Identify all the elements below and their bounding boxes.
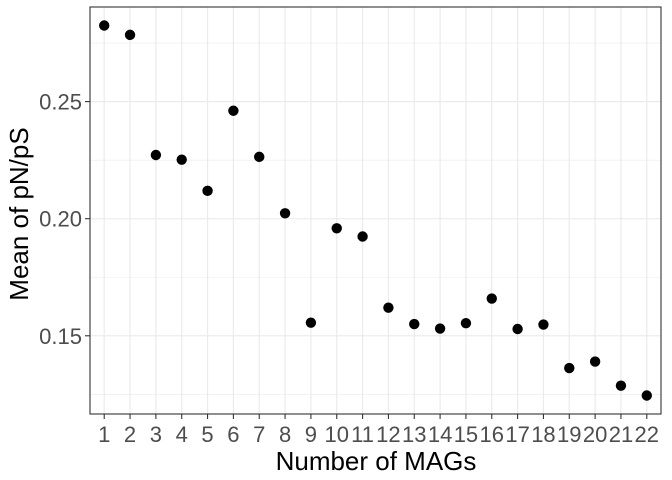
data-point — [202, 185, 213, 197]
data-point — [641, 390, 652, 401]
x-tick-label: 17 — [505, 422, 529, 447]
x-tick-label: 9 — [305, 422, 317, 447]
data-point — [589, 356, 601, 367]
x-tick-label: 2 — [124, 422, 136, 447]
x-tick-label: 3 — [150, 422, 162, 447]
data-points — [99, 20, 652, 401]
data-point — [228, 105, 239, 116]
x-tick-label: 6 — [227, 422, 239, 447]
x-tick-label: 15 — [454, 422, 478, 447]
x-tick-label: 13 — [402, 422, 426, 447]
y-tick-label: 0.25 — [39, 90, 82, 115]
data-point — [564, 362, 575, 374]
major-gridlines — [90, 7, 661, 414]
x-tick-label: 11 — [351, 422, 374, 447]
data-point — [176, 154, 187, 165]
x-tick-label: 12 — [376, 422, 400, 447]
x-tick-label: 5 — [201, 422, 213, 447]
y-axis-ticks: 0.15 0.20 0.25 — [39, 90, 90, 349]
data-point — [460, 317, 472, 329]
y-axis-title: Mean of pN/pS — [4, 127, 34, 300]
data-point — [331, 223, 342, 234]
data-point — [254, 151, 265, 163]
data-point — [383, 302, 394, 313]
x-tick-label: 4 — [176, 422, 188, 447]
data-point — [486, 293, 497, 304]
x-tick-label: 16 — [480, 422, 504, 447]
data-point — [150, 149, 162, 161]
data-point — [99, 20, 110, 31]
x-tick-label: 10 — [325, 422, 349, 447]
x-tick-label: 14 — [428, 422, 452, 447]
data-point — [124, 29, 136, 41]
x-tick-label: 22 — [635, 422, 659, 447]
x-axis-ticks: 1 2 3 4 5 6 7 8 9 10 11 12 13 14 15 16 17 18 19 20 21 22 — [98, 414, 659, 447]
x-tick-label: 21 — [609, 422, 633, 447]
panel-border — [89, 6, 662, 415]
y-tick-label: 0.20 — [39, 207, 82, 232]
x-tick-label: 19 — [557, 422, 581, 447]
x-tick-label: 7 — [253, 422, 265, 447]
data-point — [512, 323, 523, 335]
data-point — [615, 380, 627, 391]
data-point — [357, 231, 368, 242]
x-tick-label: 1 — [98, 422, 110, 447]
data-point — [434, 323, 446, 334]
x-axis-title: Number of MAGs — [276, 446, 477, 476]
x-tick-label: 20 — [583, 422, 607, 447]
x-tick-label: 18 — [531, 422, 555, 447]
data-point — [279, 208, 291, 219]
y-tick-label: 0.15 — [39, 324, 82, 349]
data-point — [409, 318, 420, 330]
x-tick-label: 8 — [279, 422, 291, 447]
data-point — [305, 317, 317, 328]
data-point — [538, 319, 549, 330]
